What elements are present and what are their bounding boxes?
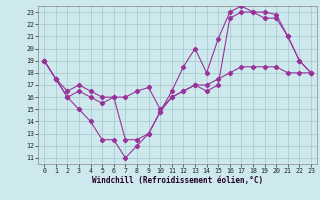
- X-axis label: Windchill (Refroidissement éolien,°C): Windchill (Refroidissement éolien,°C): [92, 176, 263, 185]
